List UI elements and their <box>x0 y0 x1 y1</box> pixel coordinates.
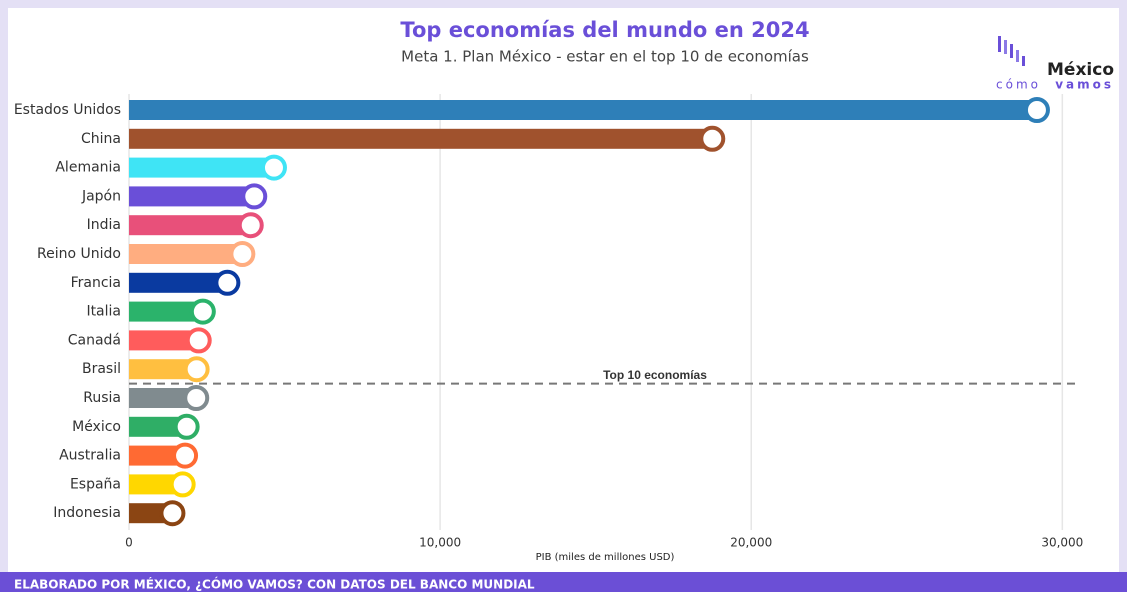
logo-bar <box>1022 56 1025 66</box>
y-tick-label: Estados Unidos <box>14 102 121 118</box>
flag <box>172 442 199 469</box>
flag <box>169 471 196 498</box>
y-tick-label: Canadá <box>68 332 121 348</box>
bar <box>129 301 203 322</box>
logo: México cómo vamos <box>996 36 1114 92</box>
logo-bar <box>998 36 1001 52</box>
flag <box>189 298 216 325</box>
annotation: Top 10 economías <box>603 368 707 382</box>
flag <box>260 154 287 181</box>
x-tick-label: 10,000 <box>419 536 461 550</box>
bar <box>129 330 199 351</box>
bar <box>129 100 1037 120</box>
flag <box>173 413 200 440</box>
bar <box>129 416 187 437</box>
bar <box>129 186 255 207</box>
flag <box>214 269 241 296</box>
flag <box>183 356 210 383</box>
flag <box>241 183 268 210</box>
logo-bar <box>1004 40 1007 54</box>
logo-bar <box>1010 44 1013 58</box>
y-tick-label: México <box>72 419 121 435</box>
bar <box>129 272 228 293</box>
y-tick-label: Indonesia <box>53 505 121 521</box>
y-tick-label: China <box>81 131 121 147</box>
bar <box>129 474 183 495</box>
x-tick-label: 30,000 <box>1041 536 1083 550</box>
flag <box>185 327 212 354</box>
x-axis-label: PIB (miles de millones USD) <box>536 552 675 563</box>
y-tick-label: Japón <box>81 188 121 204</box>
flag <box>183 385 210 411</box>
flag <box>1023 97 1050 123</box>
x-tick-label: 20,000 <box>730 536 772 550</box>
bar <box>129 359 197 380</box>
footer: ELABORADO POR MÉXICO, ¿CÓMO VAMOS? CON D… <box>14 577 535 592</box>
y-tick-label: Alemania <box>55 160 121 176</box>
flag <box>159 500 186 527</box>
flag <box>237 212 264 239</box>
y-tick-label: Italia <box>86 304 121 320</box>
bar <box>129 388 197 408</box>
bar <box>129 215 251 236</box>
y-tick-label: Francia <box>71 275 121 291</box>
bar <box>129 244 243 264</box>
footer-bar <box>0 572 1127 592</box>
flag <box>229 241 256 267</box>
y-tick-label: Reino Unido <box>37 246 121 262</box>
chart-title: Top economías del mundo en 2024 <box>400 18 809 42</box>
logo-bar <box>1016 50 1019 62</box>
chart-subtitle: Meta 1. Plan México - estar en el top 10… <box>401 48 809 66</box>
logo-line2: vamos <box>1055 78 1114 92</box>
logo-name: México <box>1047 60 1114 80</box>
logo-line1: cómo <box>996 78 1041 92</box>
bar <box>129 445 186 466</box>
y-tick-label: Australia <box>59 448 121 464</box>
y-tick-label: India <box>87 217 121 233</box>
bar <box>129 128 713 149</box>
y-tick-label: Brasil <box>82 361 121 377</box>
flag <box>699 125 726 152</box>
y-tick-label: España <box>70 476 121 492</box>
x-tick-label: 0 <box>125 536 133 550</box>
y-tick-label: Rusia <box>83 390 121 406</box>
bar <box>129 157 274 178</box>
